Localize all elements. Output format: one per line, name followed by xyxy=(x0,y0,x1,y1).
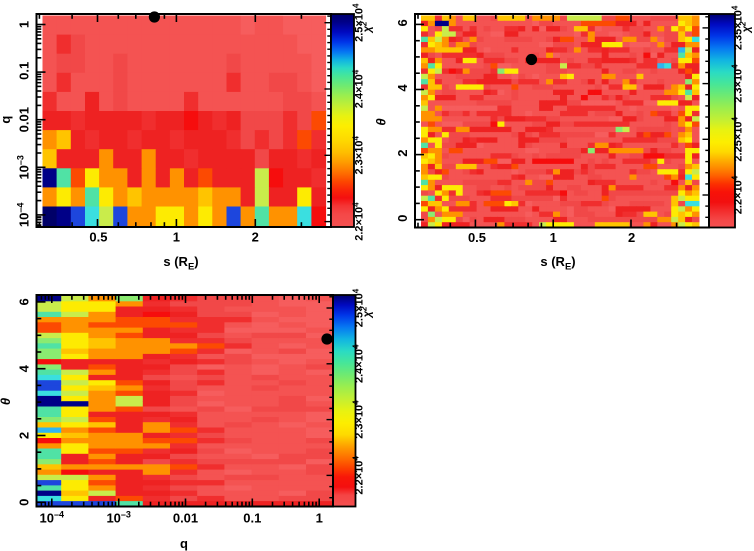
svg-text:6: 6 xyxy=(17,298,32,305)
svg-text:2: 2 xyxy=(17,432,32,439)
svg-text:2.4×104: 2.4×104 xyxy=(352,344,366,383)
svg-text:0.1: 0.1 xyxy=(17,62,32,80)
svg-text:0.01: 0.01 xyxy=(17,107,32,132)
svg-text:4: 4 xyxy=(17,364,32,372)
svg-text:2: 2 xyxy=(252,230,259,245)
svg-text:2.3×104: 2.3×104 xyxy=(352,136,366,175)
svg-text:q: q xyxy=(180,536,188,551)
svg-text:1: 1 xyxy=(550,230,557,245)
svg-text:0: 0 xyxy=(17,499,32,506)
svg-text:1: 1 xyxy=(17,21,32,28)
svg-text:θ: θ xyxy=(374,118,389,125)
svg-text:0.5: 0.5 xyxy=(468,230,486,245)
svg-text:6: 6 xyxy=(395,19,410,26)
svg-text:2.3×104: 2.3×104 xyxy=(731,64,745,103)
svg-text:2.2×104: 2.2×104 xyxy=(352,202,366,241)
svg-text:2.2×104: 2.2×104 xyxy=(731,175,745,214)
svg-text:2.3×104: 2.3×104 xyxy=(352,400,366,439)
svg-text:0.01: 0.01 xyxy=(173,511,198,526)
svg-text:q: q xyxy=(0,116,13,124)
svg-text:2.35×104: 2.35×104 xyxy=(731,5,745,50)
svg-text:2: 2 xyxy=(395,149,410,156)
svg-text:2: 2 xyxy=(628,230,635,245)
svg-text:0: 0 xyxy=(395,215,410,222)
svg-text:2.2×104: 2.2×104 xyxy=(352,456,366,495)
svg-text:2.25×104: 2.25×104 xyxy=(731,116,745,161)
svg-text:2.5×104: 2.5×104 xyxy=(352,288,366,327)
svg-text:0.5: 0.5 xyxy=(89,230,107,245)
svg-text:1: 1 xyxy=(316,511,323,526)
svg-text:θ: θ xyxy=(0,398,13,405)
svg-text:0.1: 0.1 xyxy=(243,511,261,526)
svg-text:2.5×104: 2.5×104 xyxy=(352,3,366,42)
svg-text:4: 4 xyxy=(395,84,410,92)
svg-text:2.4×104: 2.4×104 xyxy=(352,69,366,108)
svg-text:1: 1 xyxy=(173,230,180,245)
